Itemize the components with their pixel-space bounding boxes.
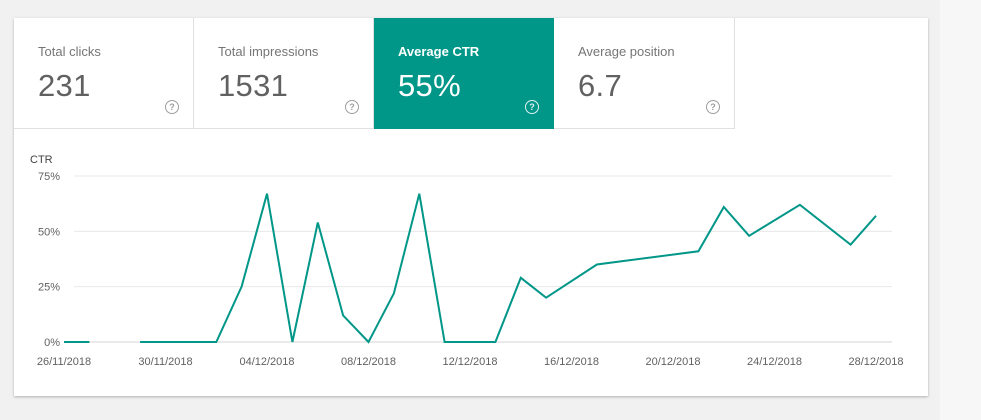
help-icon[interactable]: ? <box>345 100 359 114</box>
metric-tab-total-impressions[interactable]: Total impressions 1531 ? <box>194 18 374 129</box>
y-tick-label: 75% <box>38 171 60 183</box>
metric-value: 55% <box>398 68 461 103</box>
page-right-margin <box>940 0 981 420</box>
metric-label: Total impressions <box>218 44 319 59</box>
y-tick-label: 0% <box>44 337 60 349</box>
y-tick-label: 25% <box>38 282 60 294</box>
metric-tabs: Total clicks 231 ? Total impressions 153… <box>14 18 736 129</box>
chart-series <box>64 193 877 344</box>
x-tick-label: 08/12/2018 <box>341 356 396 368</box>
chart-grid <box>74 175 892 343</box>
x-tick-label: 24/12/2018 <box>747 356 802 368</box>
y-axis-ticks: 75% 50% 25% 0% <box>38 171 60 349</box>
x-tick-label: 20/12/2018 <box>645 356 700 368</box>
metric-label: Average position <box>578 44 675 59</box>
performance-card: Total clicks 231 ? Total impressions 153… <box>14 18 928 396</box>
x-tick-label: 30/11/2018 <box>138 356 192 368</box>
y-axis-title: CTR <box>30 154 53 166</box>
x-tick-label: 28/12/2018 <box>848 356 903 368</box>
x-tick-label: 12/12/2018 <box>442 356 497 368</box>
help-icon[interactable]: ? <box>165 100 179 114</box>
x-tick-label: 16/12/2018 <box>544 356 599 368</box>
ctr-line-chart: CTR 75% 50% 25% 0% 26/11/2018 30/11/2018 04/1… <box>30 154 904 368</box>
metric-tab-total-clicks[interactable]: Total clicks 231 ? <box>14 18 194 129</box>
x-tick-label: 26/11/2018 <box>37 356 91 368</box>
help-icon[interactable]: ? <box>706 100 720 114</box>
metric-label: Total clicks <box>38 44 101 59</box>
ctr-series-line <box>64 193 877 344</box>
x-tick-label: 04/12/2018 <box>239 356 294 368</box>
y-tick-label: 50% <box>38 226 60 238</box>
metric-label: Average CTR <box>398 44 480 59</box>
metric-tab-average-ctr[interactable]: Average CTR 55% ? <box>374 18 554 129</box>
metric-value: 6.7 <box>578 68 622 103</box>
metric-tab-average-position[interactable]: Average position 6.7 ? <box>554 18 735 129</box>
x-axis-ticks: 26/11/2018 30/11/2018 04/12/2018 08/12/2018… <box>37 356 904 368</box>
metric-value: 231 <box>38 68 91 103</box>
metric-value: 1531 <box>218 68 289 103</box>
help-icon[interactable]: ? <box>525 100 539 114</box>
